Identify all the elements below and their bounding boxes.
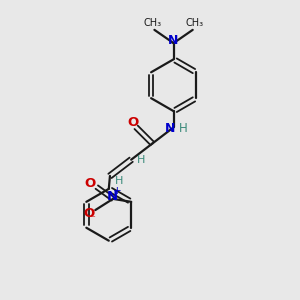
Text: N: N [107,190,118,203]
Text: O: O [85,177,96,190]
Text: CH₃: CH₃ [185,18,203,28]
Text: N: N [168,34,179,47]
Text: CH₃: CH₃ [144,18,162,28]
Text: N: N [165,122,175,135]
Text: H: H [178,122,188,135]
Text: +: + [113,186,122,196]
Text: O: O [83,206,94,220]
Text: H: H [136,155,145,165]
Text: H: H [115,176,124,186]
Text: O: O [127,116,138,128]
Text: ⁻: ⁻ [89,214,95,224]
